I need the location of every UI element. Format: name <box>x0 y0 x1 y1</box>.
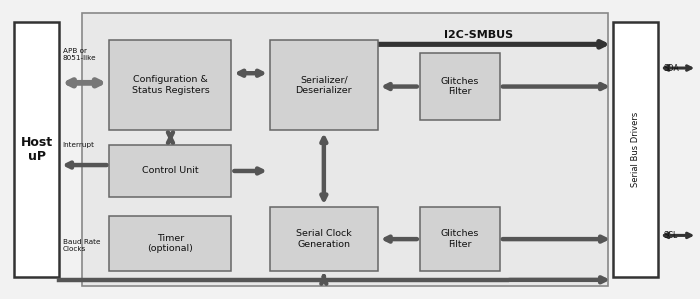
Text: Baud Rate
Clocks: Baud Rate Clocks <box>63 239 100 252</box>
Text: Configuration &
Status Registers: Configuration & Status Registers <box>132 75 209 95</box>
FancyBboxPatch shape <box>109 145 232 197</box>
Text: Serializer/
Deserializer: Serializer/ Deserializer <box>295 75 352 95</box>
Text: Glitches
Filter: Glitches Filter <box>440 77 479 96</box>
Text: Serial Clock
Generation: Serial Clock Generation <box>296 229 351 249</box>
Text: Serial Bus Drivers: Serial Bus Drivers <box>631 112 640 187</box>
FancyBboxPatch shape <box>109 216 232 271</box>
Text: APB or
8051-like: APB or 8051-like <box>63 48 97 61</box>
Text: SCL: SCL <box>664 231 678 240</box>
Text: Glitches
Filter: Glitches Filter <box>440 229 479 249</box>
Text: Timer
(optional): Timer (optional) <box>148 234 193 253</box>
FancyBboxPatch shape <box>14 22 60 277</box>
FancyBboxPatch shape <box>613 22 658 277</box>
FancyBboxPatch shape <box>420 53 500 120</box>
FancyBboxPatch shape <box>82 13 608 286</box>
FancyBboxPatch shape <box>420 207 500 271</box>
Text: Control Unit: Control Unit <box>142 167 199 176</box>
Text: Host
uP: Host uP <box>20 135 52 164</box>
FancyBboxPatch shape <box>109 40 232 130</box>
Text: Interrupt: Interrupt <box>63 142 94 148</box>
Text: I2C-SMBUS: I2C-SMBUS <box>444 30 514 40</box>
Text: SDA: SDA <box>664 64 680 73</box>
FancyBboxPatch shape <box>270 207 378 271</box>
FancyBboxPatch shape <box>270 40 378 130</box>
